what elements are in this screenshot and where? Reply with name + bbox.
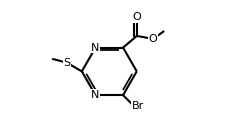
Text: O: O xyxy=(149,34,158,44)
Text: Br: Br xyxy=(132,101,144,111)
Text: O: O xyxy=(132,12,141,22)
Text: N: N xyxy=(91,90,100,100)
Text: S: S xyxy=(63,58,70,68)
Text: N: N xyxy=(91,43,100,53)
